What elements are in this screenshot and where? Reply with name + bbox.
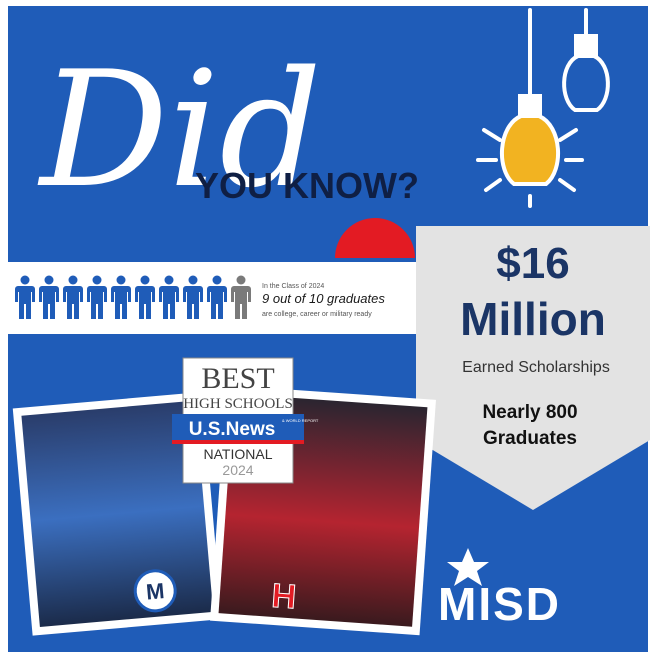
graduates-line2: Graduates bbox=[483, 428, 577, 449]
scholarship-amount: $16 bbox=[496, 239, 569, 288]
badge-report: & WORLD REPORT bbox=[282, 418, 319, 423]
school-logo-right: H bbox=[270, 577, 297, 617]
badge-national: NATIONAL bbox=[204, 446, 273, 462]
scholarship-label: Earned Scholarships bbox=[462, 359, 610, 376]
badge-high-schools: HIGH SCHOOLS bbox=[183, 396, 293, 412]
district-logo: MISD bbox=[438, 578, 561, 630]
school-logo-left: M bbox=[145, 578, 165, 605]
stat-line2: 9 out of 10 graduates bbox=[262, 291, 385, 306]
badge-brand: U.S.News bbox=[189, 419, 276, 440]
badge-best: BEST bbox=[201, 362, 274, 395]
stat-line1: In the Class of 2024 bbox=[262, 283, 324, 290]
headline-text: YOU KNOW? bbox=[195, 165, 419, 206]
scholarship-unit: Million bbox=[460, 293, 606, 345]
stat-line3: are college, career or military ready bbox=[262, 311, 372, 318]
infographic: Did YOU KNOW? In the Class of 2024 9 out… bbox=[0, 0, 654, 659]
badge-year: 2024 bbox=[222, 462, 253, 478]
graduates-line1: Nearly 800 bbox=[482, 402, 577, 423]
